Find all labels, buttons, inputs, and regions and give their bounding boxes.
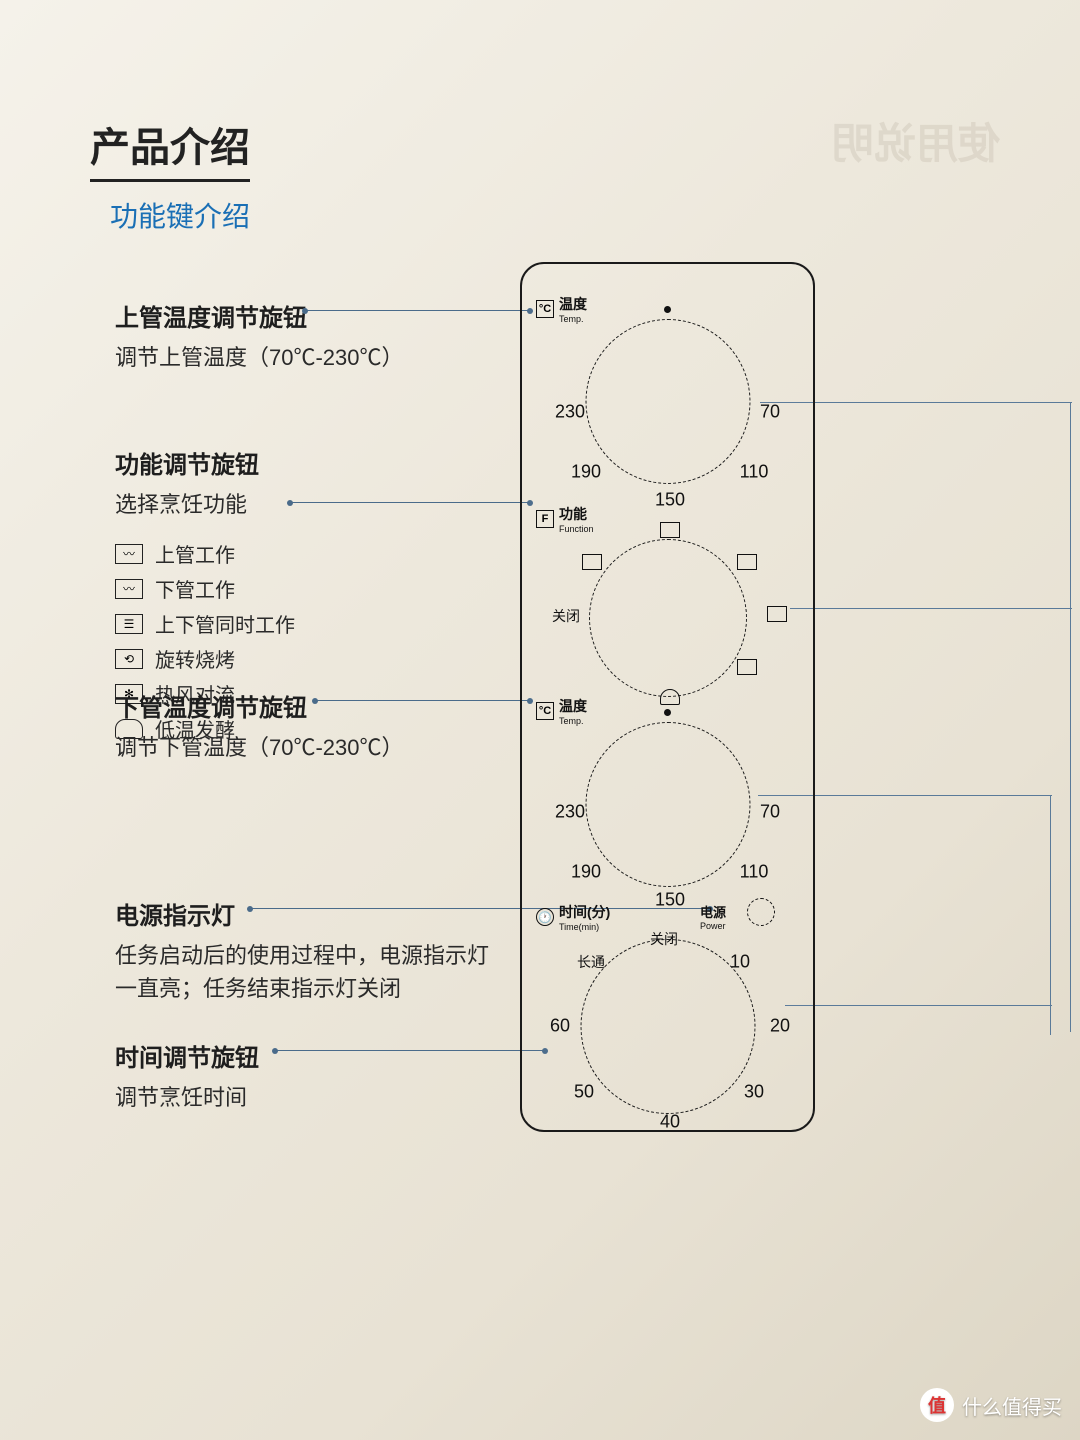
func-icon — [582, 554, 602, 570]
func-icon — [737, 659, 757, 675]
panel-label-power: 电源 Power — [700, 902, 726, 931]
icon-rotisserie: ⟲ — [115, 649, 143, 669]
connector-line — [790, 608, 1072, 609]
func-icon — [660, 689, 680, 705]
section-title: 功能键介绍 — [110, 195, 250, 235]
dial-indicator-dot — [664, 306, 671, 313]
dial-function — [589, 539, 747, 697]
leader-line — [305, 310, 530, 311]
power-led-icon — [747, 898, 775, 926]
connector-line — [785, 1005, 1052, 1006]
label-desc: 调节烹饪时间 — [115, 1081, 510, 1114]
connector-line — [1070, 402, 1071, 1032]
label-title: 上管温度调节旋钮 — [115, 298, 510, 333]
icon-top-heat: 〰 — [115, 544, 143, 564]
label-desc: 调节下管温度（70℃-230℃） — [115, 731, 510, 764]
dial-lower-temp — [585, 722, 750, 887]
label-desc: 调节上管温度（70℃-230℃） — [115, 341, 510, 374]
leader-line — [275, 1050, 545, 1051]
connector-line — [1050, 795, 1051, 1035]
dial-indicator-dot — [664, 709, 671, 716]
func-icon — [767, 606, 787, 622]
control-panel: °C 温度Temp. 70 110 150 190 230 F 功能Functi… — [520, 262, 815, 1132]
panel-label-temp1: °C 温度Temp. — [536, 294, 587, 324]
func-icon — [660, 522, 680, 538]
dial-upper-temp — [585, 319, 750, 484]
icon-both-heat: ☰ — [115, 614, 143, 634]
panel-label-temp2: °C 温度Temp. — [536, 696, 587, 726]
label-desc: 任务启动后的使用过程中，电源指示灯一直亮；任务结束指示灯关闭 — [115, 939, 510, 1005]
clock-icon: 🕐 — [536, 908, 554, 926]
bleed-through-text: 使用说明 — [832, 110, 1000, 171]
label-title: 时间调节旋钮 — [115, 1038, 510, 1073]
func-icon — [737, 554, 757, 570]
label-title: 下管温度调节旋钮 — [115, 688, 510, 723]
label-desc: 选择烹饪功能 — [115, 488, 510, 521]
label-power-led: 电源指示灯 任务启动后的使用过程中，电源指示灯一直亮；任务结束指示灯关闭 — [115, 896, 510, 1005]
watermark: 值 什么值得买 — [920, 1388, 1062, 1422]
page-title: 产品介绍 — [90, 115, 250, 182]
watermark-badge-icon: 值 — [920, 1388, 954, 1422]
panel-label-timer: 🕐 时间(分)Time(min) — [536, 902, 610, 932]
label-title: 功能调节旋钮 — [115, 445, 510, 480]
icon-bottom-heat: 〰 — [115, 579, 143, 599]
dial-timer — [580, 939, 755, 1114]
panel-label-function: F 功能Function — [536, 504, 594, 534]
label-title: 电源指示灯 — [115, 896, 510, 931]
leader-line — [315, 700, 530, 701]
leader-line — [290, 502, 530, 503]
